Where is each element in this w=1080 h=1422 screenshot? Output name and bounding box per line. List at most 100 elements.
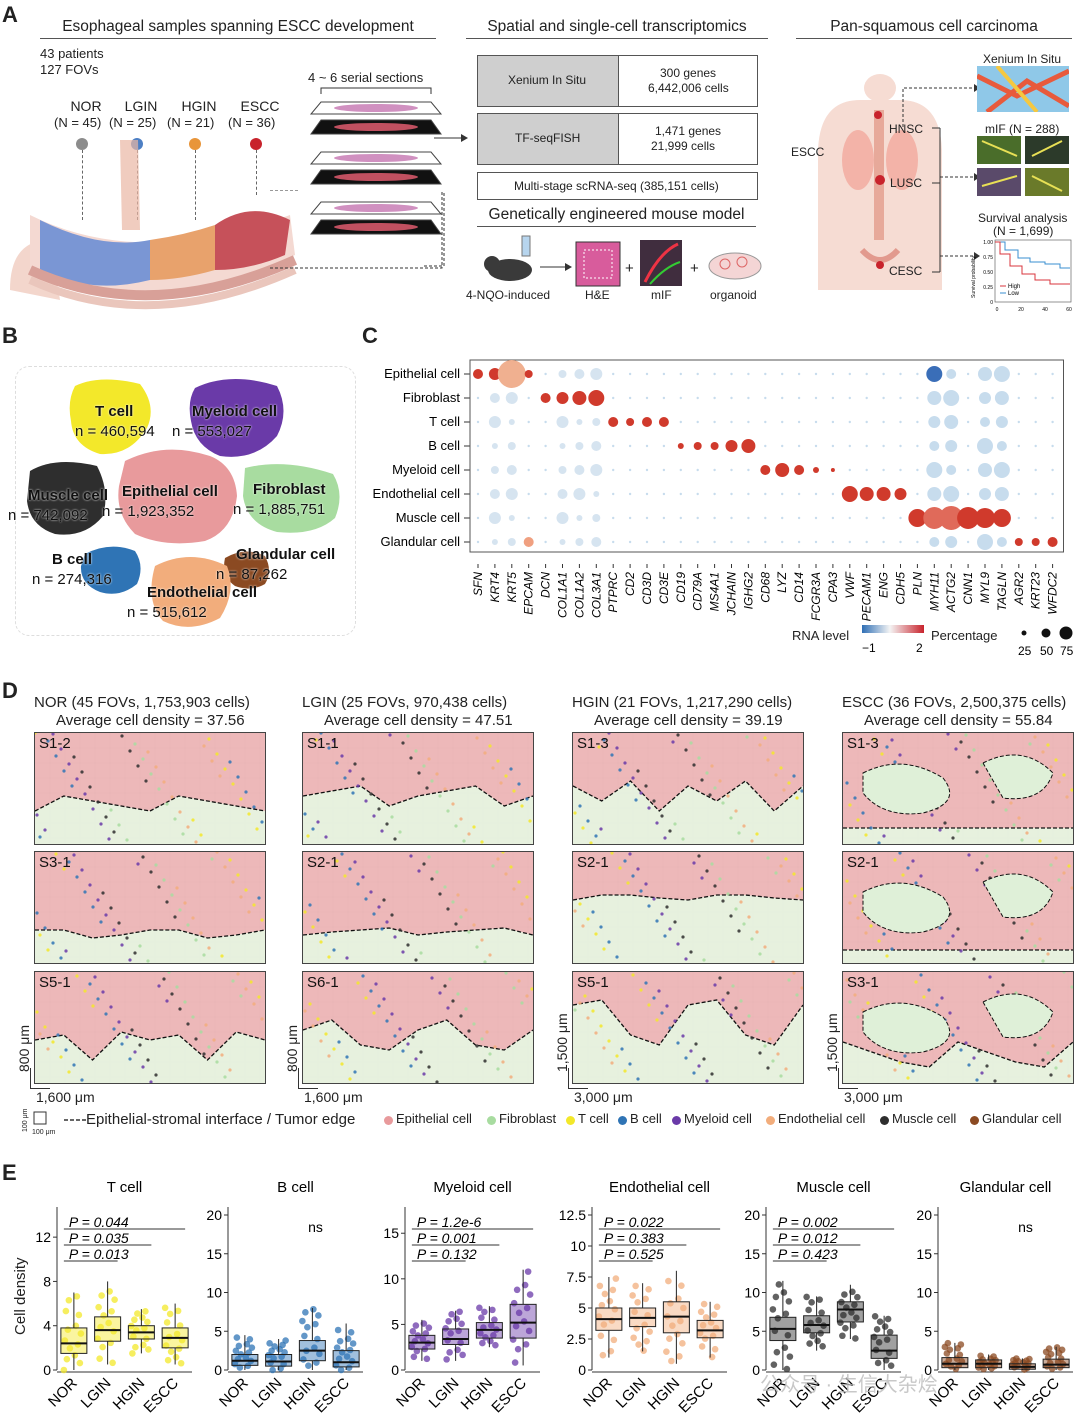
dotplot-dot [775, 463, 790, 477]
cell-dot [409, 1064, 413, 1068]
cell-dot [327, 955, 331, 959]
cell-dot [885, 1053, 889, 1057]
survival-xtick: 20 [1018, 307, 1024, 313]
cell-dot [257, 995, 261, 999]
cell-dot [758, 743, 762, 747]
boxplot-box [509, 1303, 537, 1339]
cell-dot [231, 880, 235, 884]
dotplot-dot [876, 487, 891, 501]
boxplot-point [699, 1321, 707, 1329]
dotplot-dot [696, 468, 699, 472]
dotplot-dot [916, 492, 919, 496]
cell-dot [165, 999, 169, 1003]
cell-dot [763, 945, 767, 949]
dotplot-dot [527, 516, 530, 520]
cell-dot [51, 1040, 55, 1044]
cell-dot [607, 733, 611, 735]
epithelium-region [303, 972, 533, 1050]
cell-dot [467, 832, 471, 836]
cell-dot [496, 1067, 500, 1071]
cell-dot [975, 868, 979, 872]
dotplot-dot [841, 486, 858, 502]
cell-dot [893, 1068, 897, 1072]
dotplot-dot [662, 396, 666, 400]
dotplot-dot [696, 420, 699, 424]
cell-dot [377, 905, 381, 909]
dotplot-dot [713, 540, 716, 544]
cell-dot [853, 796, 857, 800]
cell-dot [980, 861, 984, 865]
boxplot-point [456, 1308, 463, 1316]
cell-dot [985, 854, 989, 858]
boxplot-point [700, 1300, 708, 1308]
cell-dot [374, 982, 378, 986]
boxplot-point [130, 1333, 137, 1340]
cell-dot [1057, 878, 1061, 882]
dotplot-dot [488, 512, 501, 524]
cell-dot [700, 778, 704, 782]
cell-dot [133, 742, 137, 746]
dotplot-row-label: Muscle cell [396, 510, 460, 525]
cell-dot [236, 873, 240, 877]
boxplot-point [815, 1316, 822, 1324]
cell-dot [91, 905, 95, 909]
dotplot-dot [916, 468, 919, 472]
dotplot-dot [908, 509, 927, 527]
cell-dot [697, 854, 701, 858]
cell-dot [96, 997, 100, 1001]
boxplot-point [945, 1356, 953, 1364]
cell-dot [729, 914, 733, 918]
stroma-region [843, 950, 1073, 963]
scale-y-label: 1,500 μm [824, 1013, 840, 1072]
dotplot-dot [628, 396, 632, 400]
boxplot-point [634, 1298, 641, 1306]
cell-dot [739, 900, 743, 904]
cell-dot [636, 769, 640, 773]
cell-dot [996, 793, 1000, 797]
boxplot-point [786, 1353, 794, 1360]
cell-dot [946, 733, 950, 736]
fov-image: S2-1 [302, 851, 534, 964]
cell-dot [800, 986, 803, 990]
fov-sample-label: S3-1 [847, 974, 879, 991]
cell-dot [443, 787, 447, 791]
dotplot-dot [507, 538, 516, 546]
cell-dot [737, 929, 741, 933]
dotplot-dot [741, 439, 756, 453]
pvalue-label: P = 0.013 [69, 1246, 129, 1262]
cell-dot [252, 805, 256, 809]
fov-image: S3-1 [34, 851, 266, 964]
stage-name: ESCC [240, 98, 280, 114]
cell-dot [136, 764, 140, 768]
cell-dot [80, 868, 84, 872]
cell-dot [38, 1032, 42, 1036]
cell-dot [443, 885, 447, 889]
dotplot-dot [975, 508, 995, 528]
dotplot-gene-label: PTPRC [606, 572, 620, 613]
mif-right-label: mIF (N = 288) [985, 122, 1060, 136]
cell-dot [236, 972, 240, 976]
cell-dot [877, 939, 881, 943]
cell-dot [46, 739, 50, 743]
cell-dot [980, 1071, 984, 1075]
cell-dot [308, 1002, 312, 1006]
cell-dot [692, 1071, 696, 1075]
ytick-label: 10 [206, 1285, 222, 1301]
dotplot-dot [747, 420, 750, 424]
dotplot-dot [713, 396, 716, 400]
boxplot-point [852, 1335, 859, 1342]
ytick-label: 10 [744, 1285, 760, 1301]
boxplot-point [510, 1299, 518, 1307]
cell-dot [125, 1035, 129, 1039]
cell-dot [104, 1012, 108, 1016]
cell-dot [353, 1070, 357, 1074]
boxplot-point [477, 1329, 484, 1337]
cell-dot [369, 890, 373, 894]
xtick-label: LGIN [426, 1375, 463, 1412]
cell-dot [385, 822, 389, 826]
dotplot-dot [730, 516, 733, 520]
dotplot-dot [559, 539, 566, 545]
cell-dot [705, 771, 709, 775]
boxplot-point [512, 1322, 520, 1330]
dotplot-dot [1014, 538, 1023, 546]
